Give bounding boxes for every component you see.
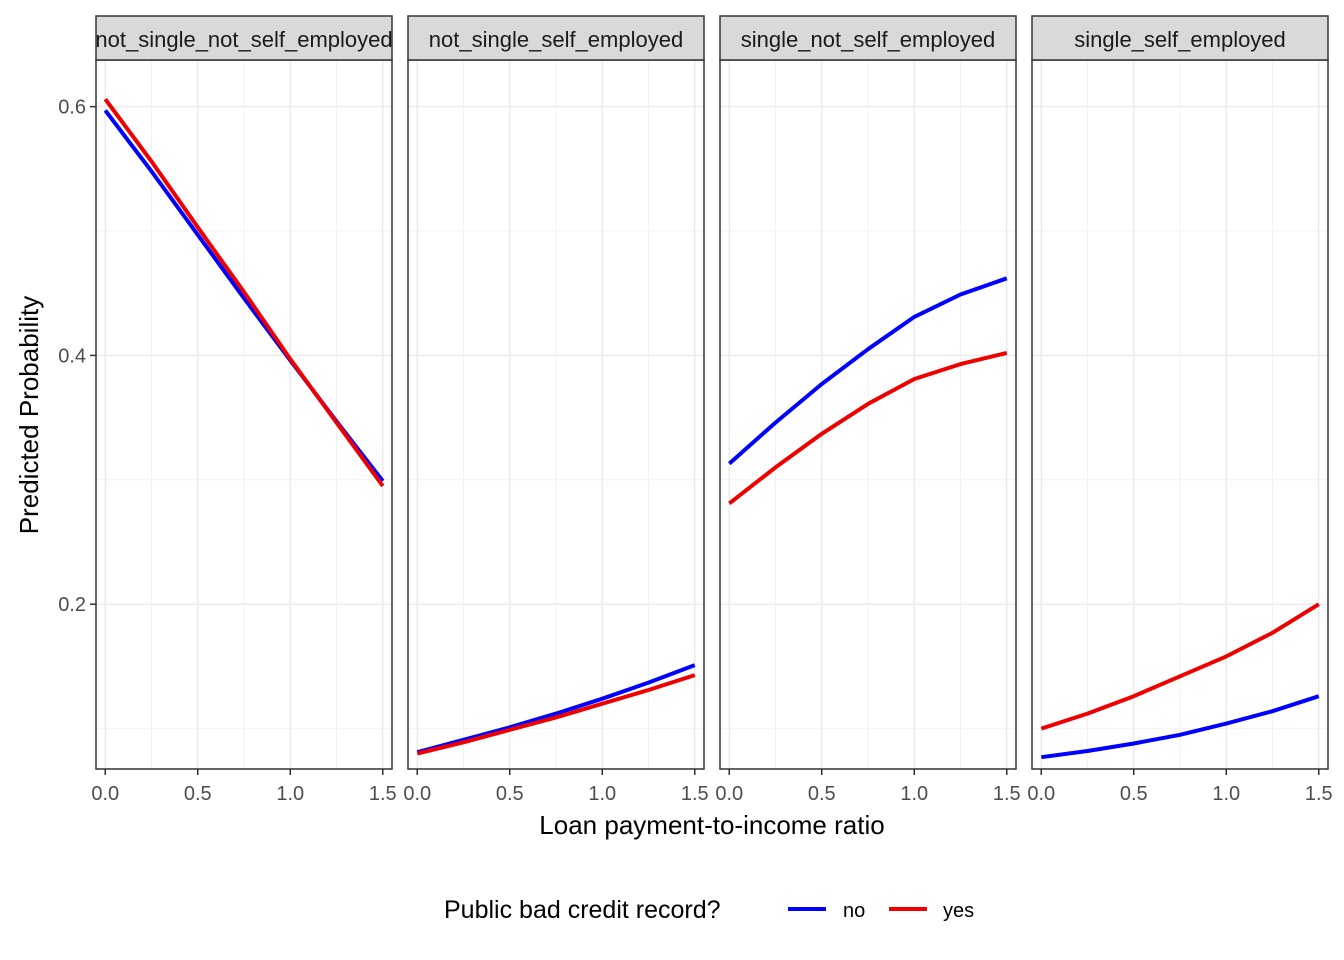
x-tick-label: 1.0 bbox=[1212, 783, 1240, 805]
y-tick-label: 0.6 bbox=[58, 97, 86, 119]
series-line-yes bbox=[416, 673, 696, 756]
x-tick-label: 0.5 bbox=[496, 783, 524, 805]
facet-panel-2: not_single_self_employed bbox=[407, 15, 705, 770]
x-tick-label: 0.0 bbox=[715, 783, 743, 805]
x-tick-label: 1.5 bbox=[993, 783, 1021, 805]
legend-label-yes: yes bbox=[943, 900, 974, 922]
legend: Public bad credit record? no yes bbox=[444, 896, 974, 924]
x-tick-label: 0.5 bbox=[1120, 783, 1148, 805]
facet-panel-3: single_not_self_employed bbox=[719, 15, 1017, 770]
facet-panel-1: not_single_not_self_employed bbox=[95, 15, 393, 770]
facet-strip-label: not_single_self_employed bbox=[429, 27, 683, 52]
facet-strip-label: not_single_not_self_employed bbox=[95, 27, 392, 52]
x-tick-label: 1.0 bbox=[900, 783, 928, 805]
y-tick-label: 0.4 bbox=[58, 345, 86, 367]
facet-strip bbox=[1031, 15, 1329, 61]
y-axis-title: Predicted Probability bbox=[14, 296, 44, 534]
x-axes: 0.0 0.5 1.0 1.5 0.0 0.5 1.0 1.5 0.0 0.5 1.0 1.5 0.0 0… bbox=[91, 769, 1333, 805]
legend-title: Public bad credit record? bbox=[444, 896, 721, 924]
series-line-no bbox=[1041, 694, 1320, 760]
facet-strip bbox=[95, 15, 393, 61]
series-line-yes bbox=[1040, 602, 1320, 731]
y-tick-label: 0.2 bbox=[58, 594, 86, 616]
series-line-yes bbox=[728, 350, 1008, 505]
legend-label-no: no bbox=[843, 900, 865, 922]
x-axis-title: Loan payment-to-income ratio bbox=[539, 810, 884, 840]
facet-strip-label: single_not_self_employed bbox=[741, 27, 995, 52]
series-line-no bbox=[727, 276, 1008, 466]
facet-panel-4: single_self_employed bbox=[1031, 15, 1329, 770]
facet-strip-label: single_self_employed bbox=[1074, 27, 1286, 52]
x-tick-label: 1.5 bbox=[369, 783, 397, 805]
series-line-yes bbox=[103, 98, 385, 488]
x-tick-label: 1.0 bbox=[276, 783, 304, 805]
facet-strip bbox=[407, 15, 705, 61]
x-tick-label: 1.5 bbox=[1305, 783, 1333, 805]
y-axis: 0.2 0.4 0.6 bbox=[58, 97, 96, 616]
series-line-no bbox=[416, 663, 696, 755]
x-tick-label: 1.0 bbox=[588, 783, 616, 805]
x-tick-label: 1.5 bbox=[681, 783, 709, 805]
x-tick-label: 0.0 bbox=[403, 783, 431, 805]
facet-panels: not_single_not_self_employed not_single_s… bbox=[95, 15, 1329, 770]
x-tick-label: 0.5 bbox=[184, 783, 212, 805]
x-tick-label: 0.0 bbox=[1027, 783, 1055, 805]
x-tick-label: 0.0 bbox=[91, 783, 119, 805]
facet-strip bbox=[719, 15, 1017, 61]
x-tick-label: 0.5 bbox=[808, 783, 836, 805]
